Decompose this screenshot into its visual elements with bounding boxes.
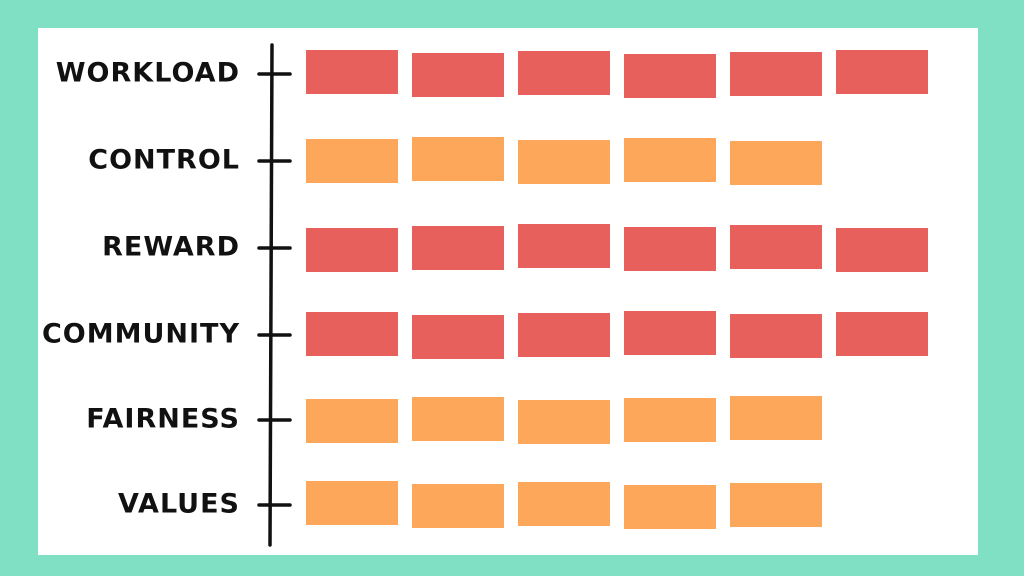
bar-block <box>836 312 928 356</box>
bar-block <box>624 54 716 98</box>
bar <box>306 50 928 98</box>
bar-block <box>412 137 504 181</box>
bar-block <box>412 53 504 97</box>
bar-block <box>730 141 822 185</box>
axis-line <box>268 43 274 547</box>
y-tick-label: CONTROL <box>88 145 240 176</box>
y-tick-label: COMMUNITY <box>42 319 240 350</box>
bar-block <box>730 396 822 440</box>
y-tick-label: FAIRNESS <box>86 404 240 435</box>
bar-block <box>518 224 610 268</box>
bar-block <box>518 140 610 184</box>
bar-block <box>306 50 398 94</box>
bar <box>306 224 928 272</box>
bar-block <box>518 400 610 444</box>
bar-block <box>412 226 504 270</box>
bar-block <box>306 139 398 183</box>
y-tick-label: WORKLOAD <box>56 58 240 89</box>
bar-block <box>624 485 716 529</box>
bar-block <box>518 313 610 357</box>
bar-block <box>730 52 822 96</box>
bar-block <box>730 314 822 358</box>
bar-block <box>412 484 504 528</box>
bar-block <box>624 311 716 355</box>
bar-block <box>836 50 928 94</box>
bar <box>306 481 822 529</box>
bar-block <box>306 228 398 272</box>
bar-block <box>306 481 398 525</box>
bar <box>306 311 928 359</box>
bar <box>306 137 822 185</box>
bar-block <box>730 483 822 527</box>
y-tick-label: REWARD <box>102 232 240 263</box>
bar-block <box>836 228 928 272</box>
bar-block <box>412 315 504 359</box>
bar-block <box>624 138 716 182</box>
bar-block <box>306 312 398 356</box>
bar-block <box>624 398 716 442</box>
bar-block <box>518 482 610 526</box>
panel <box>38 28 978 555</box>
bar <box>306 396 822 444</box>
bar-block <box>518 51 610 95</box>
bar-block <box>306 399 398 443</box>
y-tick-label: VALUES <box>118 489 240 520</box>
bar-block <box>412 397 504 441</box>
bar-block <box>624 227 716 271</box>
bar-block <box>730 225 822 269</box>
